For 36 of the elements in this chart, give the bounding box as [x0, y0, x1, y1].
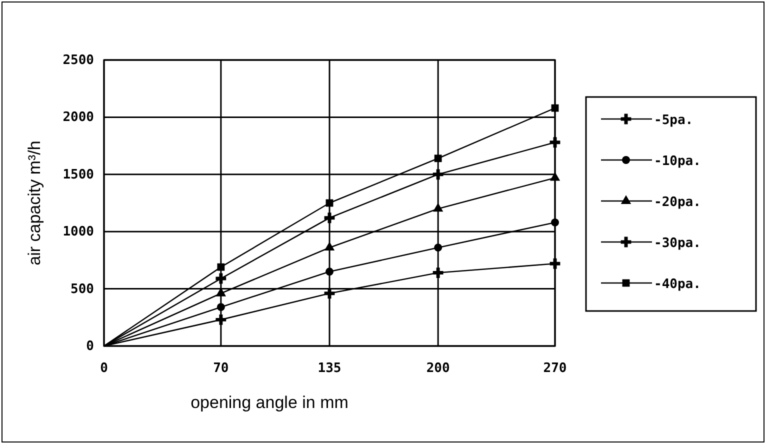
- x-axis-title: opening angle in mm: [190, 393, 348, 412]
- x-tick-label: 200: [426, 361, 450, 376]
- point: [551, 104, 559, 112]
- x-tick-label: 0: [100, 361, 108, 376]
- point: [217, 263, 225, 271]
- point: [324, 242, 335, 251]
- point: [551, 218, 559, 226]
- y-axis-title: air capacity m³/h: [25, 140, 44, 266]
- x-tick-label: 135: [318, 361, 342, 376]
- legend-label: -5pa.: [654, 113, 694, 128]
- legend-label: -40pa.: [654, 277, 701, 292]
- y-tick-label: 500: [70, 282, 94, 297]
- legend-label: -20pa.: [654, 195, 701, 210]
- y-tick-label: 1000: [62, 224, 94, 240]
- point: [324, 288, 335, 299]
- point: [432, 268, 444, 278]
- point: [550, 137, 560, 148]
- point: [216, 303, 225, 312]
- point: [432, 169, 444, 180]
- legend-label: -10pa.: [654, 154, 701, 169]
- y-tick-label: 2500: [62, 53, 94, 68]
- point: [216, 314, 226, 325]
- point: [326, 268, 334, 276]
- point: [550, 172, 560, 181]
- point: [434, 244, 442, 252]
- point: [324, 212, 335, 224]
- y-tick-label: 2000: [62, 110, 94, 126]
- point: [434, 154, 442, 162]
- y-tick-label: 1500: [62, 167, 94, 182]
- point: [216, 273, 226, 284]
- x-tick-label: 270: [543, 361, 567, 376]
- x-tick-label: 70: [213, 361, 229, 376]
- point: [550, 258, 560, 269]
- point: [432, 202, 444, 212]
- y-tick-label: 0: [86, 339, 94, 354]
- legend-label: -30pa.: [654, 236, 701, 251]
